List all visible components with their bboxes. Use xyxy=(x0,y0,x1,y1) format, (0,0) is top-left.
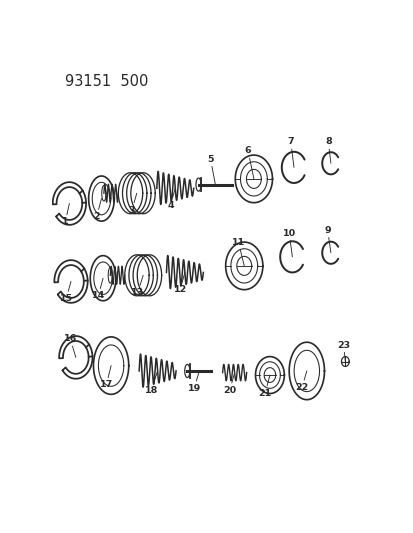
Text: 23: 23 xyxy=(336,341,349,361)
Text: 11: 11 xyxy=(231,238,244,266)
Text: 6: 6 xyxy=(244,147,253,179)
Text: 20: 20 xyxy=(223,373,236,395)
Text: 10: 10 xyxy=(282,229,295,257)
Text: 14: 14 xyxy=(91,278,104,300)
Text: 17: 17 xyxy=(100,366,113,390)
Text: 13: 13 xyxy=(131,276,144,297)
Text: 18: 18 xyxy=(144,371,157,395)
Text: 12: 12 xyxy=(173,272,186,294)
Text: 3: 3 xyxy=(128,193,136,215)
Text: 93151  500: 93151 500 xyxy=(64,74,147,89)
Text: 16: 16 xyxy=(64,334,77,358)
Text: 8: 8 xyxy=(324,138,331,163)
Text: 21: 21 xyxy=(258,375,271,398)
Text: 5: 5 xyxy=(207,155,215,184)
Text: 7: 7 xyxy=(287,138,293,167)
Text: 22: 22 xyxy=(294,371,308,392)
Text: 19: 19 xyxy=(187,371,200,393)
Text: 1: 1 xyxy=(62,204,69,227)
Text: 2: 2 xyxy=(93,199,101,221)
Text: 9: 9 xyxy=(323,225,330,253)
Text: 15: 15 xyxy=(59,281,73,303)
Text: 4: 4 xyxy=(167,188,175,209)
